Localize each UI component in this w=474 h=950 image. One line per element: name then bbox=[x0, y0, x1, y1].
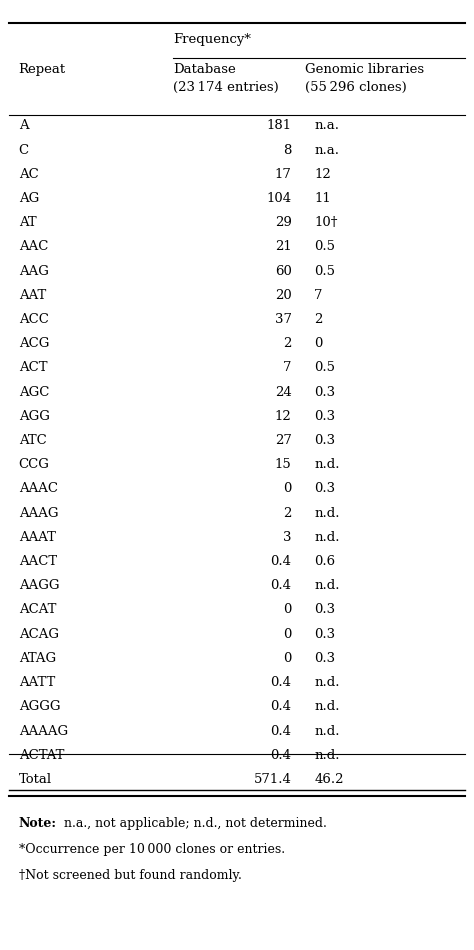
Text: 17: 17 bbox=[275, 168, 292, 180]
Text: 11: 11 bbox=[314, 192, 331, 205]
Text: 0: 0 bbox=[283, 603, 292, 617]
Text: AAAAG: AAAAG bbox=[18, 725, 68, 737]
Text: 27: 27 bbox=[275, 434, 292, 447]
Text: 0.3: 0.3 bbox=[314, 628, 336, 640]
Text: ACC: ACC bbox=[18, 313, 48, 326]
Text: 10†: 10† bbox=[314, 217, 338, 229]
Text: 181: 181 bbox=[266, 120, 292, 132]
Text: n.d.: n.d. bbox=[314, 749, 340, 762]
Text: 46.2: 46.2 bbox=[314, 773, 344, 786]
Text: 2: 2 bbox=[314, 313, 323, 326]
Text: 29: 29 bbox=[275, 217, 292, 229]
Text: ATC: ATC bbox=[18, 434, 46, 447]
Text: AG: AG bbox=[18, 192, 39, 205]
Text: AAAG: AAAG bbox=[18, 506, 58, 520]
Text: Repeat: Repeat bbox=[18, 64, 66, 77]
Text: 2: 2 bbox=[283, 337, 292, 351]
Text: Genomic libraries
(55 296 clones): Genomic libraries (55 296 clones) bbox=[305, 64, 424, 93]
Text: n.a.: n.a. bbox=[314, 120, 339, 132]
Text: AAAC: AAAC bbox=[18, 483, 57, 496]
Text: 0.4: 0.4 bbox=[271, 725, 292, 737]
Text: 20: 20 bbox=[275, 289, 292, 302]
Text: ACAT: ACAT bbox=[18, 603, 56, 617]
Text: 0.4: 0.4 bbox=[271, 676, 292, 689]
Text: 0.3: 0.3 bbox=[314, 652, 336, 665]
Text: 2: 2 bbox=[283, 506, 292, 520]
Text: 0.4: 0.4 bbox=[271, 700, 292, 713]
Text: AC: AC bbox=[18, 168, 38, 180]
Text: 8: 8 bbox=[283, 143, 292, 157]
Text: 24: 24 bbox=[275, 386, 292, 399]
Text: ATAG: ATAG bbox=[18, 652, 56, 665]
Text: n.d.: n.d. bbox=[314, 700, 340, 713]
Text: n.a., not applicable; n.d., not determined.: n.a., not applicable; n.d., not determin… bbox=[61, 817, 328, 829]
Text: AAT: AAT bbox=[18, 289, 46, 302]
Text: AAGG: AAGG bbox=[18, 580, 59, 592]
Text: n.d.: n.d. bbox=[314, 506, 340, 520]
Text: AACT: AACT bbox=[18, 555, 57, 568]
Text: ACAG: ACAG bbox=[18, 628, 59, 640]
Text: 37: 37 bbox=[274, 313, 292, 326]
Text: 3: 3 bbox=[283, 531, 292, 543]
Text: ACG: ACG bbox=[18, 337, 49, 351]
Text: AATT: AATT bbox=[18, 676, 55, 689]
Text: 0: 0 bbox=[283, 628, 292, 640]
Text: 0.4: 0.4 bbox=[271, 555, 292, 568]
Text: 12: 12 bbox=[314, 168, 331, 180]
Text: AGC: AGC bbox=[18, 386, 49, 399]
Text: 0.5: 0.5 bbox=[314, 361, 336, 374]
Text: 60: 60 bbox=[275, 265, 292, 277]
Text: 0: 0 bbox=[314, 337, 323, 351]
Text: Frequency*: Frequency* bbox=[173, 32, 251, 46]
Text: n.d.: n.d. bbox=[314, 676, 340, 689]
Text: †Not screened but found randomly.: †Not screened but found randomly. bbox=[18, 869, 241, 882]
Text: AAG: AAG bbox=[18, 265, 48, 277]
Text: 0.6: 0.6 bbox=[314, 555, 336, 568]
Text: n.d.: n.d. bbox=[314, 725, 340, 737]
Text: 571.4: 571.4 bbox=[254, 773, 292, 786]
Text: 0: 0 bbox=[283, 483, 292, 496]
Text: 0.3: 0.3 bbox=[314, 603, 336, 617]
Text: Total: Total bbox=[18, 773, 52, 786]
Text: C: C bbox=[18, 143, 29, 157]
Text: 0.3: 0.3 bbox=[314, 409, 336, 423]
Text: AT: AT bbox=[18, 217, 36, 229]
Text: AAAT: AAAT bbox=[18, 531, 55, 543]
Text: 21: 21 bbox=[275, 240, 292, 254]
Text: AGGG: AGGG bbox=[18, 700, 60, 713]
Text: 0.5: 0.5 bbox=[314, 265, 336, 277]
Text: 0.3: 0.3 bbox=[314, 386, 336, 399]
Text: 0.4: 0.4 bbox=[271, 749, 292, 762]
Text: 7: 7 bbox=[314, 289, 323, 302]
Text: n.d.: n.d. bbox=[314, 458, 340, 471]
Text: 15: 15 bbox=[275, 458, 292, 471]
Text: Note:: Note: bbox=[18, 817, 56, 829]
Text: 0.3: 0.3 bbox=[314, 434, 336, 447]
Text: 0.5: 0.5 bbox=[314, 240, 336, 254]
Text: ACT: ACT bbox=[18, 361, 47, 374]
Text: AGG: AGG bbox=[18, 409, 49, 423]
Text: CCG: CCG bbox=[18, 458, 49, 471]
Text: 7: 7 bbox=[283, 361, 292, 374]
Text: n.d.: n.d. bbox=[314, 580, 340, 592]
Text: AAC: AAC bbox=[18, 240, 48, 254]
Text: n.d.: n.d. bbox=[314, 531, 340, 543]
Text: *Occurrence per 10 000 clones or entries.: *Occurrence per 10 000 clones or entries… bbox=[18, 843, 285, 856]
Text: 104: 104 bbox=[266, 192, 292, 205]
Text: 12: 12 bbox=[275, 409, 292, 423]
Text: ACTAT: ACTAT bbox=[18, 749, 64, 762]
Text: 0.3: 0.3 bbox=[314, 483, 336, 496]
Text: 0.4: 0.4 bbox=[271, 580, 292, 592]
Text: Database
(23 174 entries): Database (23 174 entries) bbox=[173, 64, 279, 93]
Text: A: A bbox=[18, 120, 28, 132]
Text: 0: 0 bbox=[283, 652, 292, 665]
Text: n.a.: n.a. bbox=[314, 143, 339, 157]
